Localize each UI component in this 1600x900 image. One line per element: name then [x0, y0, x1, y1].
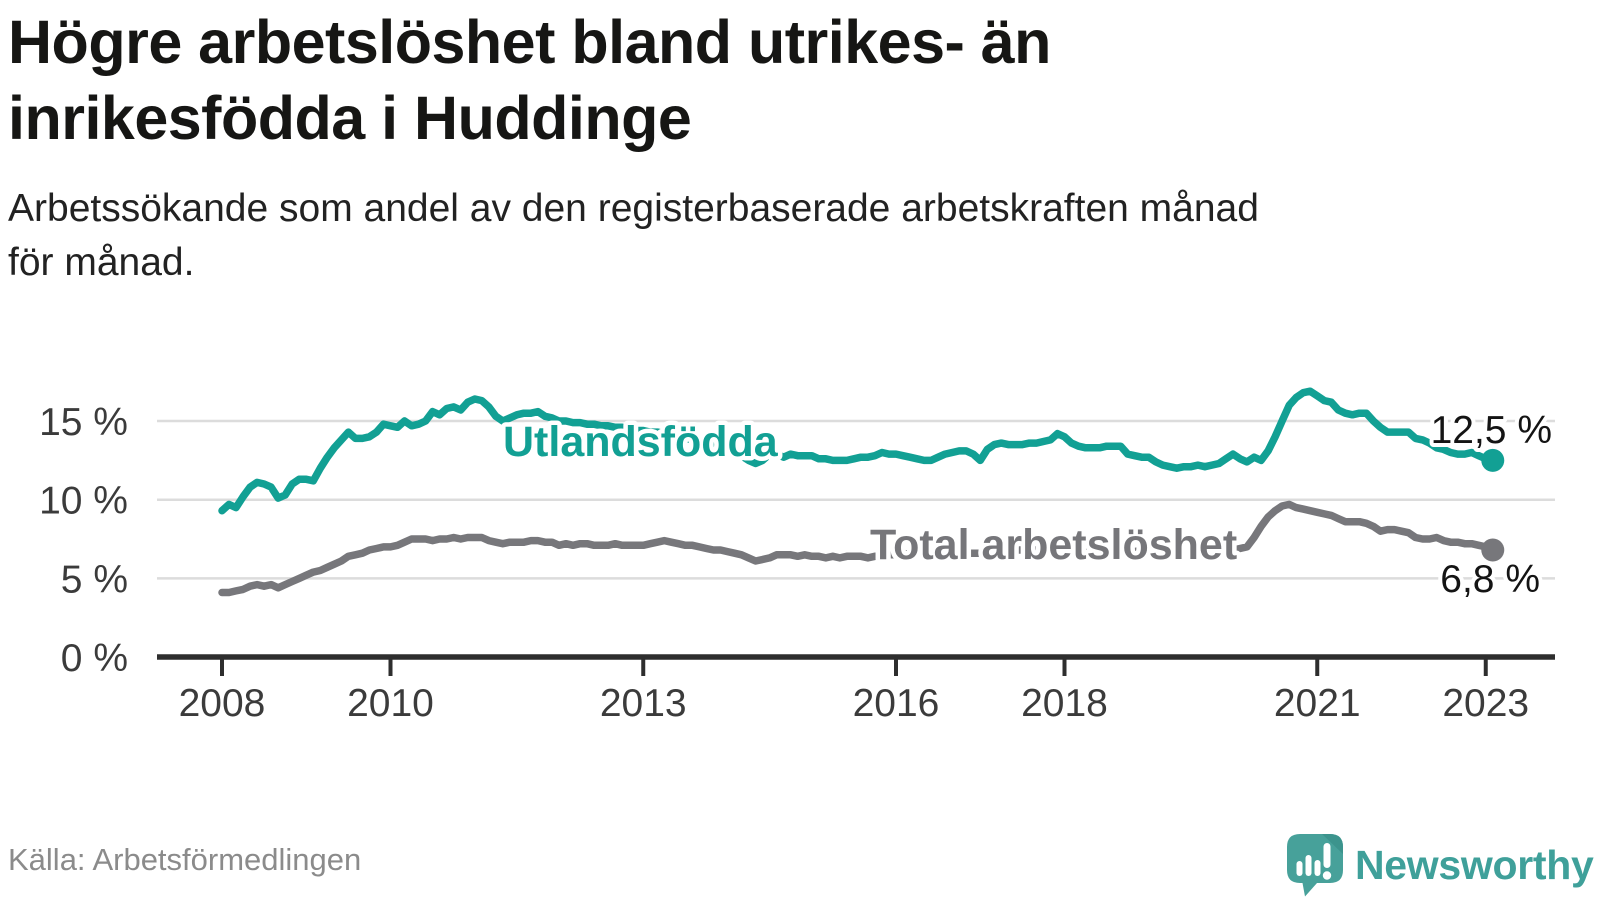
chart-subtitle-line-1: Arbetssökande som andel av den registerb…: [8, 187, 1259, 230]
chart-subtitle-line-2: för månad.: [8, 240, 195, 284]
newsworthy-logo-icon: [1286, 833, 1344, 897]
series-label-total-arbetsloshet: Total arbetslöshet: [870, 521, 1237, 569]
source-caption: Källa: Arbetsförmedlingen: [8, 842, 362, 877]
chart-subtitle: Arbetssökande som andel av den registerb…: [8, 182, 1553, 290]
y-tick-label: 10 %: [39, 480, 128, 523]
page-title-line-2: inrikesfödda i Huddinge: [8, 84, 692, 153]
y-tick-label: 5 %: [61, 558, 128, 601]
series-line-utlandsf-dda: [218, 387, 1497, 515]
page-title: Högre arbetslöshet bland utrikes- än inr…: [8, 4, 1458, 157]
x-axis: [157, 654, 1555, 676]
x-tick-label: 2013: [600, 682, 687, 725]
newsworthy-brand: Newsworthy: [1286, 833, 1594, 897]
series-end-dot-total-arbetsl-shet: [1481, 538, 1505, 562]
end-value-label-total: 6,8 %: [1440, 558, 1540, 601]
x-tick-label: 2018: [1021, 682, 1108, 725]
series-line-total-arbetsl-shet: [218, 500, 1497, 597]
gridlines: [157, 419, 1555, 580]
y-tick-label: 15 %: [39, 401, 128, 444]
end-value-label-utlandsfodda: 12,5 %: [1431, 409, 1552, 452]
series-lines: [218, 387, 1505, 597]
x-tick-label: 2008: [179, 682, 266, 725]
x-tick-label: 2016: [853, 682, 940, 725]
series-label-utlandsfodda: Utlandsfödda: [503, 418, 779, 466]
newsworthy-wordmark: Newsworthy: [1355, 841, 1594, 888]
axis-tick-labels: 0 % 5 % 10 % 15 % 2008 2010 2013 2016 2018 2021 20…: [39, 401, 1529, 725]
x-tick-label: 2021: [1274, 682, 1361, 725]
y-tick-label: 0 %: [61, 637, 128, 680]
x-tick-label: 2023: [1442, 682, 1529, 725]
series-end-dot-utlandsf-dda: [1481, 448, 1505, 472]
page-title-line-1: Högre arbetslöshet bland utrikes- än: [8, 8, 1051, 76]
x-tick-label: 2010: [347, 682, 434, 725]
